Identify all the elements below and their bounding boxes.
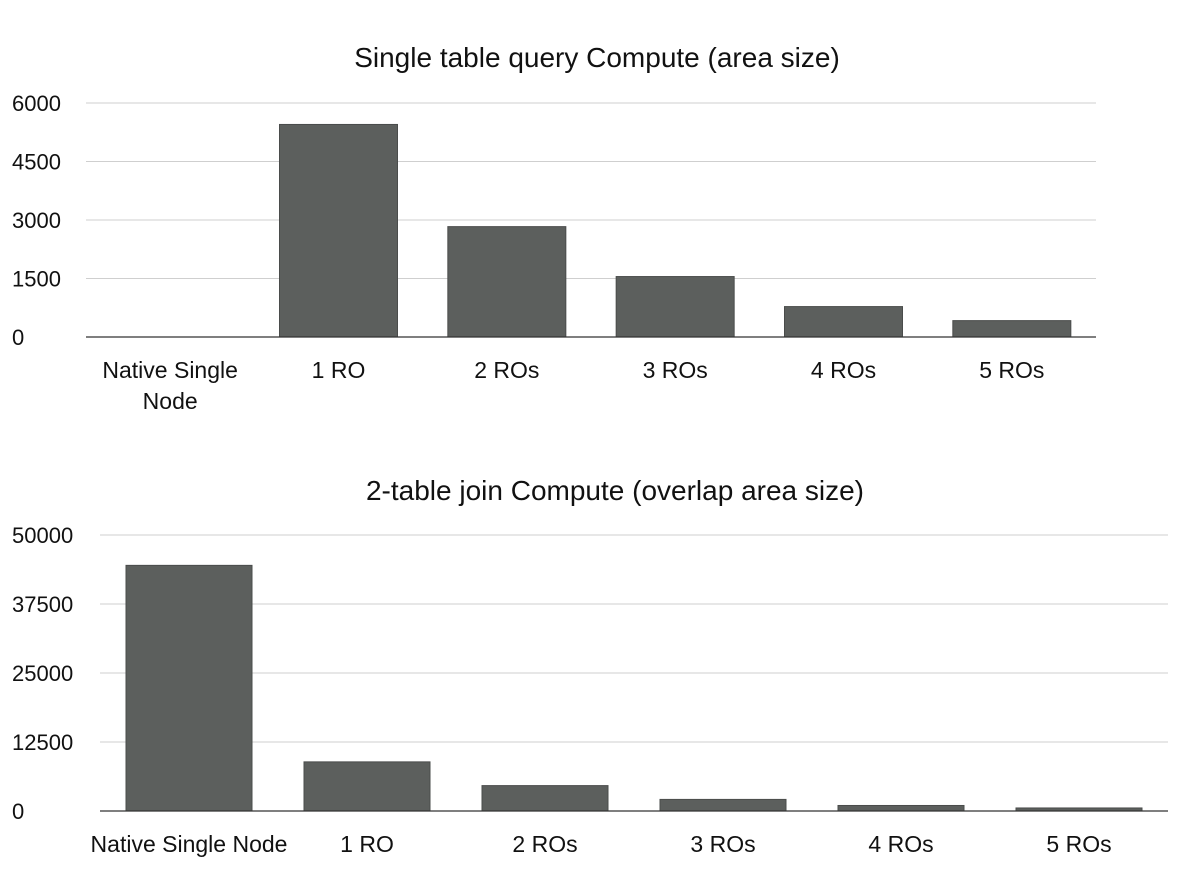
- y-tick-label: 1500: [12, 267, 61, 292]
- y-tick-label: 0: [12, 325, 24, 350]
- bar: [615, 276, 735, 338]
- x-tick-label: 5 ROs: [979, 357, 1044, 383]
- x-tick-label: 4 ROs: [811, 357, 876, 383]
- y-tick-label: 4500: [12, 150, 61, 175]
- x-tick-label: 3 ROs: [643, 357, 708, 383]
- x-tick-label: 2 ROs: [512, 831, 577, 857]
- bar: [279, 123, 398, 338]
- chart-two-table-join: 2-table join Compute (overlap area size)…: [12, 475, 1168, 857]
- x-tick-label: 1 RO: [312, 357, 366, 383]
- x-tick-label: 2 ROs: [474, 357, 539, 383]
- y-tick-label: 6000: [12, 91, 61, 116]
- chart-title: 2-table join Compute (overlap area size): [366, 475, 864, 506]
- chart-single-table-query: Single table query Compute (area size) 0…: [12, 42, 1096, 414]
- x-tick-label: 1 RO: [340, 831, 394, 857]
- x-tick-label: 3 ROs: [690, 831, 755, 857]
- bar: [481, 785, 609, 812]
- y-tick-label: 25000: [12, 661, 73, 686]
- x-tick-label: Native Single Node: [102, 357, 238, 414]
- y-tick-label: 37500: [12, 592, 73, 617]
- bar: [952, 320, 1072, 338]
- x-tick-label: Native Single Node: [91, 831, 288, 857]
- y-tick-label: 0: [12, 799, 24, 824]
- bar: [125, 564, 253, 812]
- y-tick-label: 50000: [12, 523, 73, 548]
- bar: [303, 761, 431, 812]
- y-tick-label: 12500: [12, 730, 73, 755]
- chart-title: Single table query Compute (area size): [354, 42, 840, 73]
- x-tick-label: 4 ROs: [868, 831, 933, 857]
- bar: [784, 306, 903, 338]
- x-tick-label: 5 ROs: [1046, 831, 1111, 857]
- y-tick-label: 3000: [12, 208, 61, 233]
- bar: [659, 798, 787, 812]
- bar: [447, 226, 567, 338]
- bar: [837, 804, 965, 812]
